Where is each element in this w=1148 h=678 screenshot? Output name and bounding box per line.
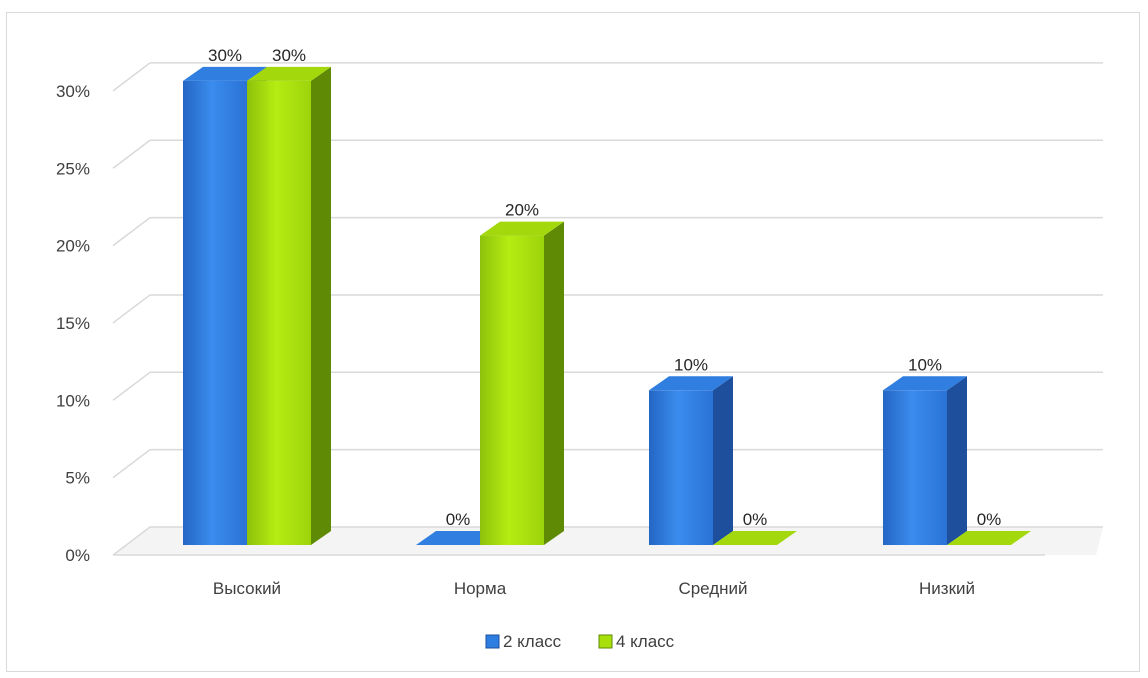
legend-swatch [598, 634, 613, 649]
bar-top [247, 66, 331, 81]
data-label: 0% [977, 510, 1002, 529]
bar [649, 390, 713, 545]
y-tick-label: 15% [56, 314, 90, 333]
y-tick-label: 25% [56, 159, 90, 178]
data-label: 0% [743, 510, 768, 529]
x-tick-label: Средний [678, 579, 747, 598]
gridline-diagonal [112, 139, 151, 169]
bar-top [416, 531, 500, 545]
data-label: 20% [505, 201, 539, 220]
data-label: 10% [674, 355, 708, 374]
chart-floor [113, 527, 1103, 555]
gridline-diagonal [112, 217, 151, 247]
bar-top [183, 66, 267, 81]
y-tick-label: 30% [56, 82, 90, 101]
y-tick-label: 5% [65, 469, 90, 488]
bar [480, 235, 544, 545]
bar-side [947, 376, 967, 545]
bar-top [883, 376, 967, 391]
data-label: 0% [446, 510, 471, 529]
legend-entry: 2 класс [503, 632, 562, 651]
bar-top [480, 221, 564, 236]
data-label: 30% [272, 46, 306, 65]
gridline-diagonal [112, 62, 151, 92]
data-label: 10% [908, 355, 942, 374]
legend-entry: 4 класс [616, 632, 675, 651]
legend-swatch [485, 634, 500, 649]
x-tick-label: Низкий [919, 579, 975, 598]
bar [883, 390, 947, 545]
bar-side [713, 376, 733, 545]
gridline-diagonal [112, 526, 151, 556]
bar-side [544, 221, 564, 545]
bar [247, 80, 311, 546]
gridline-diagonal [112, 371, 151, 401]
bar-top [947, 531, 1031, 545]
bar-side [311, 66, 331, 546]
bar [183, 80, 247, 546]
gridline-diagonal [112, 449, 151, 479]
bar-top [649, 376, 733, 391]
y-tick-label: 20% [56, 237, 90, 256]
y-tick-label: 10% [56, 391, 90, 410]
x-tick-label: Высокий [213, 579, 281, 598]
y-tick-label: 0% [65, 546, 90, 565]
bar-top [713, 531, 797, 545]
data-label: 30% [208, 46, 242, 65]
gridline-diagonal [112, 294, 151, 324]
x-tick-label: Норма [454, 579, 507, 598]
